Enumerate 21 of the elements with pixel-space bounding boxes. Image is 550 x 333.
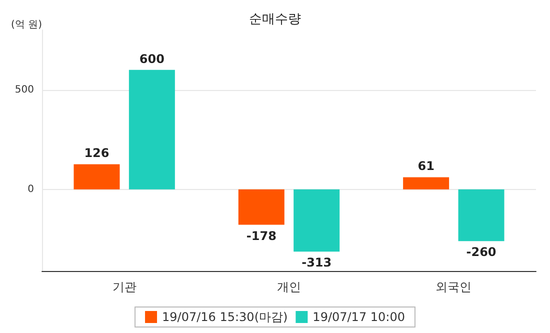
y-tick-label: 0 — [28, 184, 34, 195]
x-tick-label: 개인 — [277, 280, 301, 294]
y-axis-title: (억 원) — [11, 20, 42, 30]
bar — [458, 189, 504, 242]
bar — [403, 177, 450, 190]
bar — [128, 70, 175, 190]
y-tick-label: 500 — [14, 84, 34, 96]
chart-title: 순매수량 — [249, 12, 301, 27]
data-label: -313 — [302, 256, 332, 270]
legend-label: 19/07/17 10:00 — [312, 310, 405, 324]
bar — [74, 164, 120, 190]
legend-label: 19/07/16 15:30(마감) — [162, 310, 288, 324]
data-label: -178 — [246, 228, 276, 243]
bar — [294, 189, 340, 252]
bar — [238, 189, 284, 225]
data-label: 61 — [418, 159, 434, 174]
x-tick-label: 기관 — [112, 280, 136, 294]
data-label: 126 — [84, 146, 110, 160]
data-label: -260 — [466, 245, 496, 260]
x-tick-label: 외국인 — [436, 280, 472, 294]
data-label: 600 — [139, 52, 164, 66]
